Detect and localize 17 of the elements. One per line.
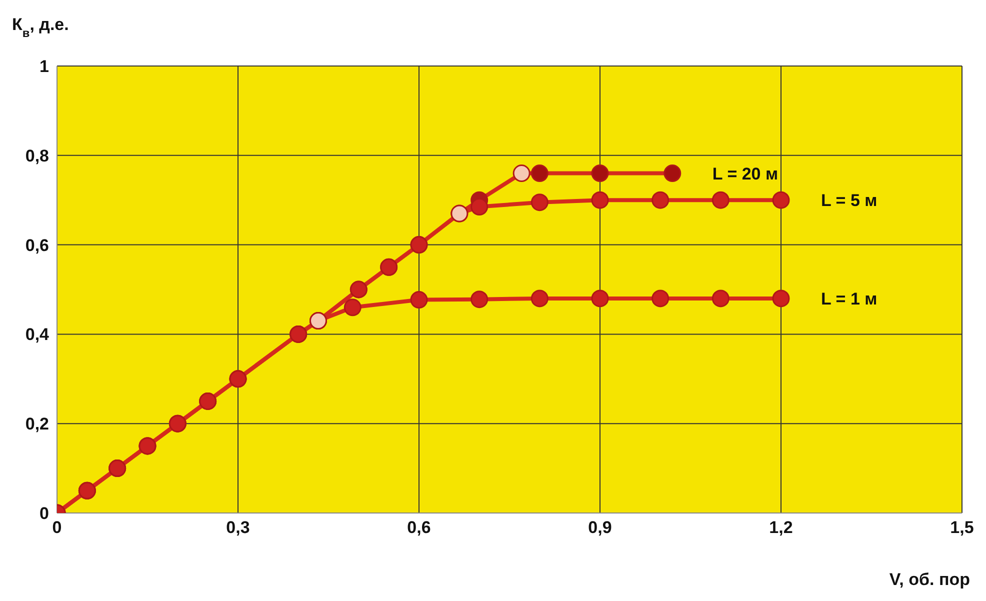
series-label: L = 1 м	[821, 289, 878, 308]
x-tick-label: 1,5	[950, 518, 974, 538]
series-label: L = 5 м	[821, 191, 878, 210]
y-tick-label: 0,6	[25, 236, 49, 255]
x-tick-label: 0,6	[407, 518, 431, 538]
series-label: L = 20 м	[712, 164, 778, 184]
y-tick-label: 0,4	[25, 325, 50, 344]
x-tick-label: 0	[52, 518, 62, 538]
x-axis-title: V, об. пор	[889, 570, 970, 589]
x-tick-label: 1,2	[769, 518, 793, 538]
x-tick-label: 0,9	[588, 518, 612, 538]
y-tick-label: 0,8	[25, 146, 49, 166]
y-tick-label: 1	[40, 57, 49, 76]
x-tick-label: 0,3	[226, 518, 250, 538]
y-tick-label: 0	[40, 504, 49, 524]
y-axis-title: К$_{в}$, д.е.	[12, 15, 69, 40]
y-tick-label: 0,2	[25, 414, 49, 434]
